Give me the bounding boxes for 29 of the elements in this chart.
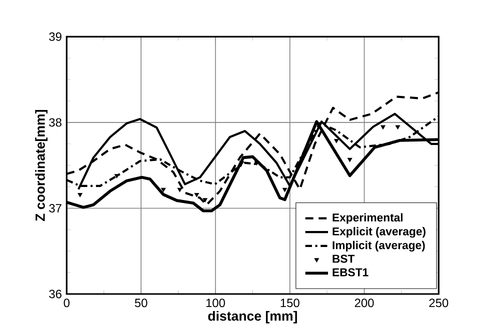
legend-label: Experimental (332, 213, 403, 224)
legend-label: Explicit (average) (332, 227, 426, 238)
y-axis-title: Z coordinate[mm] (35, 110, 48, 222)
y-tick-label: 39 (49, 32, 62, 41)
point (177, 188, 182, 192)
x-tick-label: 150 (280, 298, 300, 308)
point (254, 161, 260, 166)
point (334, 138, 339, 144)
point (380, 125, 386, 130)
point (194, 193, 200, 198)
y-tick-label: 36 (49, 290, 62, 298)
point (78, 193, 82, 198)
x-axis-title: distance [mm] (208, 310, 297, 324)
point (239, 161, 244, 166)
x-tick-label: 50 (134, 298, 148, 308)
x-tick-label: 100 (206, 298, 225, 308)
point (161, 188, 166, 192)
point (395, 125, 400, 130)
y-tick-label: 37 (49, 204, 62, 212)
x-tick-label: 250 (429, 298, 448, 308)
point (282, 188, 288, 192)
x-tick-label: 200 (354, 298, 374, 308)
legend-label: BST (332, 254, 355, 263)
legend-label: Implicit (average) (332, 240, 425, 252)
point (202, 198, 208, 202)
legend-label: EBST1 (332, 268, 368, 276)
x-tick-label: 0 (64, 298, 70, 308)
point (348, 158, 352, 162)
y-tick-label: 38 (49, 118, 62, 127)
